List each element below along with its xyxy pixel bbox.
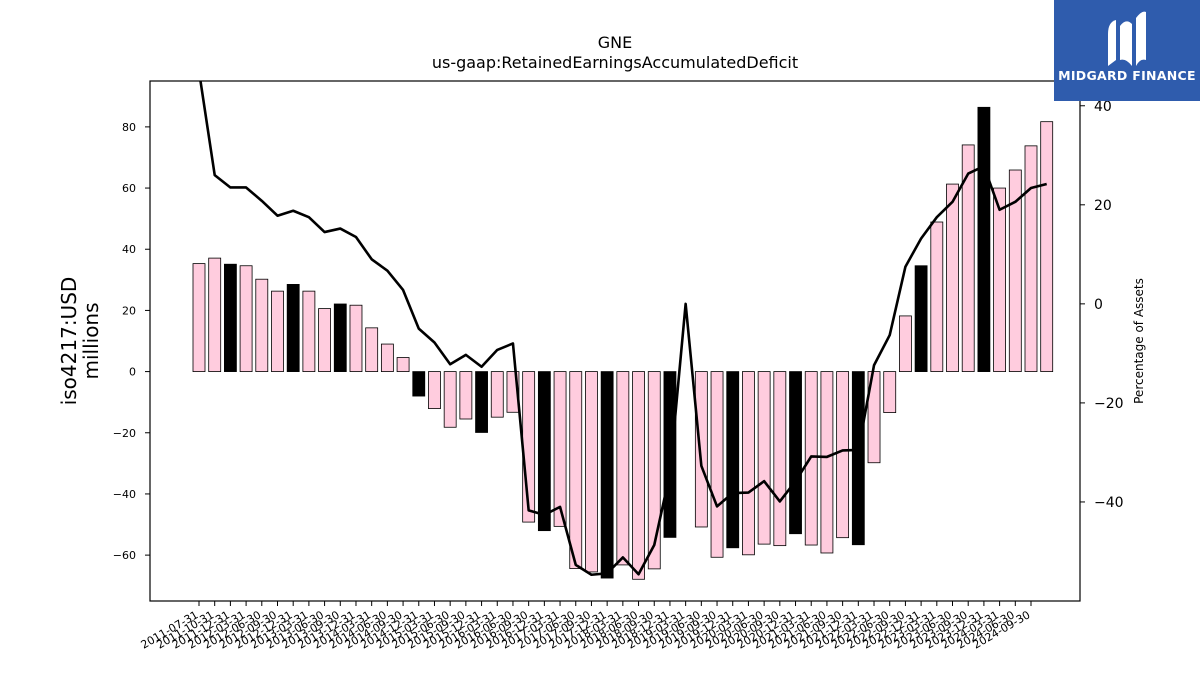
midgard-finance-logo: MIDGARD FINANCE bbox=[1054, 0, 1200, 101]
bar-2019-06-30 bbox=[694, 371, 708, 528]
bar-2018-12-31 bbox=[663, 371, 677, 538]
bar-2017-12-31 bbox=[600, 371, 614, 579]
bar-2023-03-31 bbox=[930, 221, 944, 372]
bar-2023-06-30 bbox=[946, 183, 959, 372]
bar-2021-09-30 bbox=[836, 371, 850, 539]
bar-2017-09-30 bbox=[585, 371, 598, 573]
bar-2011-10-31 bbox=[208, 257, 222, 372]
y-tick-label: 0 bbox=[129, 366, 136, 379]
bar-2014-12-31 bbox=[412, 371, 426, 397]
percentage-line bbox=[199, 81, 1048, 577]
right-axis: −40 −20 0 20 40 bbox=[1080, 99, 1124, 511]
x-axis: 2011-07-312011-10-312011-12-312012-03-31… bbox=[139, 601, 1033, 652]
bar-2020-12-31 bbox=[789, 371, 802, 535]
bar-2011-07-31 bbox=[192, 263, 206, 372]
bar-2021-06-30 bbox=[820, 371, 834, 554]
bar-2019-12-31 bbox=[726, 371, 740, 549]
bar-2022-12-31 bbox=[914, 265, 928, 372]
bar-2012-12-31 bbox=[286, 284, 300, 372]
bar-2020-06-30 bbox=[757, 371, 771, 545]
bar-2020-09-30 bbox=[773, 371, 787, 547]
bar-2018-09-30 bbox=[647, 371, 661, 570]
bar-2018-03-31 bbox=[616, 371, 630, 566]
chart-subtitle: us-gaap:RetainedEarningsAccumulatedDefic… bbox=[432, 53, 798, 72]
bar-2015-12-31 bbox=[475, 371, 488, 433]
bar-2024-03-31 bbox=[993, 187, 1006, 372]
bar-2019-09-30 bbox=[710, 371, 724, 558]
bar-2013-06-30 bbox=[318, 308, 331, 372]
bar-2013-03-31 bbox=[302, 290, 316, 372]
bar-2023-12-31 bbox=[977, 106, 991, 372]
bar-2012-06-30 bbox=[255, 278, 269, 372]
bar-2014-09-30 bbox=[396, 357, 410, 372]
bar-2015-06-30 bbox=[443, 371, 457, 428]
bar-2011-12-31 bbox=[223, 263, 237, 372]
bars-layer bbox=[192, 106, 1054, 580]
bar-2018-06-30 bbox=[632, 371, 645, 580]
bar-2012-03-31 bbox=[239, 265, 253, 372]
y-tick-label: 40 bbox=[122, 243, 136, 256]
logo-text: MIDGARD FINANCE bbox=[1058, 68, 1196, 83]
bar-2016-03-31 bbox=[490, 371, 504, 418]
y2-tick-label: −20 bbox=[1094, 396, 1124, 412]
y-tick-label: 20 bbox=[122, 304, 136, 317]
bar-2024-06-30 bbox=[1008, 169, 1022, 372]
plot-frame bbox=[149, 80, 1081, 602]
bar-2017-03-31 bbox=[553, 371, 567, 527]
bar-2015-03-31 bbox=[428, 371, 441, 409]
bar-2022-06-30 bbox=[883, 371, 897, 413]
bar-2015-09-30 bbox=[459, 371, 473, 420]
y2-tick-label: 40 bbox=[1094, 99, 1112, 115]
bar-2014-03-31 bbox=[365, 327, 379, 372]
bar-2022-09-30 bbox=[899, 315, 912, 372]
y2-tick-label: 0 bbox=[1094, 297, 1103, 313]
y-tick-label: −40 bbox=[113, 488, 136, 501]
y-axis-label: iso4217:USDmillions bbox=[57, 277, 103, 406]
bar-2016-12-31 bbox=[537, 371, 551, 532]
left-axis: −60 −40 −20 0 20 40 60 80 bbox=[113, 121, 150, 562]
bar-2014-06-30 bbox=[380, 343, 394, 372]
y-tick-label: 80 bbox=[122, 121, 136, 134]
bar-2012-09-30 bbox=[271, 290, 284, 372]
bar-2021-12-31 bbox=[851, 371, 865, 546]
bar-2024-09-30 bbox=[1024, 145, 1038, 372]
bar-undefined bbox=[1040, 121, 1054, 372]
bar-2023-09-30 bbox=[961, 144, 975, 372]
line-layer bbox=[199, 81, 1048, 577]
bar-2020-03-31 bbox=[742, 371, 755, 556]
y2-axis-label: Percentage of Assets bbox=[1132, 278, 1146, 404]
y-tick-label: −20 bbox=[113, 427, 136, 440]
y2-tick-label: 20 bbox=[1094, 198, 1112, 214]
bar-2017-06-30 bbox=[569, 371, 583, 569]
y2-tick-label: −40 bbox=[1094, 495, 1124, 511]
y-tick-label: −60 bbox=[113, 549, 136, 562]
y-tick-label: 60 bbox=[122, 182, 136, 195]
chart-title: GNE bbox=[598, 33, 632, 52]
bar-2013-12-31 bbox=[349, 304, 363, 372]
bar-2013-09-30 bbox=[333, 303, 347, 372]
midgard-m-icon bbox=[1108, 11, 1146, 67]
